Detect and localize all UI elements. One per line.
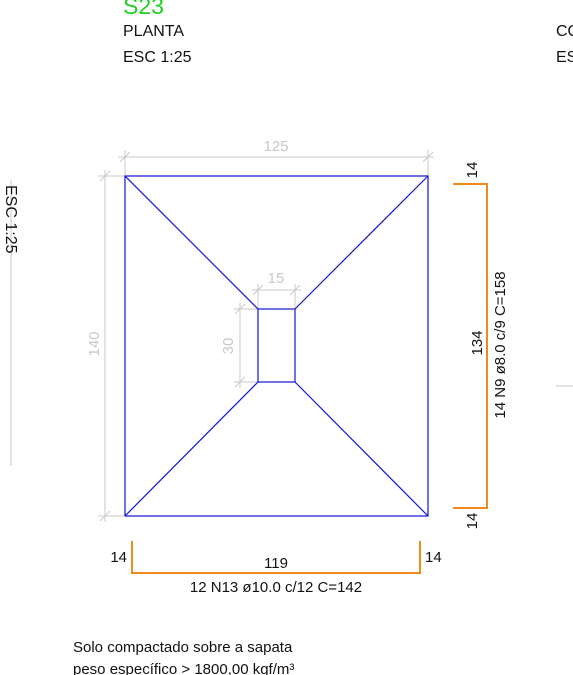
right-view-scale-partial: ES bbox=[556, 49, 573, 66]
slope-edge-top-right bbox=[294, 175, 429, 310]
soil-note-line-1: Solo compactado sobre a sapata bbox=[73, 639, 293, 656]
rebar-bottom-length: 119 bbox=[264, 555, 288, 572]
rebar-right-length: 134 bbox=[469, 330, 486, 355]
rebar-right-bottom-hook: 14 bbox=[464, 513, 481, 530]
left-view-scale-rotated: ESC 1:25 bbox=[2, 185, 19, 254]
right-view-name-partial: CO bbox=[556, 23, 573, 40]
footing-width-dimension: 125 bbox=[118, 138, 434, 176]
slope-edge-bottom-right bbox=[294, 381, 429, 517]
pedestal-width-dimension: 15 bbox=[252, 270, 301, 309]
footing-width-label: 125 bbox=[263, 138, 288, 155]
view-scale: ESC 1:25 bbox=[123, 49, 192, 66]
footing-depth-label: 140 bbox=[86, 331, 103, 356]
slope-edge-bottom-left bbox=[124, 381, 259, 517]
rebar-bottom-label: 12 N13 ø10.0 c/12 C=142 bbox=[190, 579, 362, 596]
slope-edge-top-left bbox=[124, 175, 259, 310]
rebar-bottom: 14 119 14 12 N13 ø10.0 c/12 C=142 bbox=[110, 541, 442, 596]
soil-note-line-2: peso específico > 1800,00 kgf/m³ bbox=[73, 661, 294, 675]
footing-outline bbox=[124, 175, 429, 517]
rebar-right: 14 134 14 N9 ø8.0 c/9 C=158 14 bbox=[453, 162, 509, 530]
rebar-right-top-hook: 14 bbox=[464, 162, 481, 179]
rebar-bottom-right-hook: 14 bbox=[425, 549, 442, 566]
pedestal-width-label: 15 bbox=[268, 270, 285, 287]
pedestal-depth-dimension: 30 bbox=[220, 303, 258, 388]
rebar-bottom-shape bbox=[131, 541, 421, 574]
pedestal-outline bbox=[257, 308, 296, 383]
footing-plan bbox=[124, 175, 429, 517]
footing-depth-dimension: 140 bbox=[86, 170, 124, 522]
rebar-right-shape bbox=[453, 183, 488, 509]
rebar-right-label: 14 N9 ø8.0 c/9 C=158 bbox=[492, 271, 509, 418]
drawing-title: S23 bbox=[123, 0, 164, 19]
view-name: PLANTA bbox=[123, 23, 184, 40]
rebar-bottom-left-hook: 14 bbox=[110, 549, 127, 566]
pedestal-depth-label: 30 bbox=[220, 338, 237, 355]
